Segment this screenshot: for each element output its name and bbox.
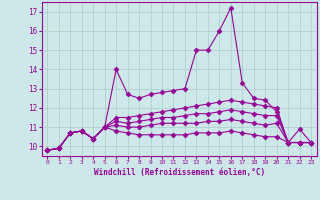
X-axis label: Windchill (Refroidissement éolien,°C): Windchill (Refroidissement éolien,°C)	[94, 168, 265, 177]
